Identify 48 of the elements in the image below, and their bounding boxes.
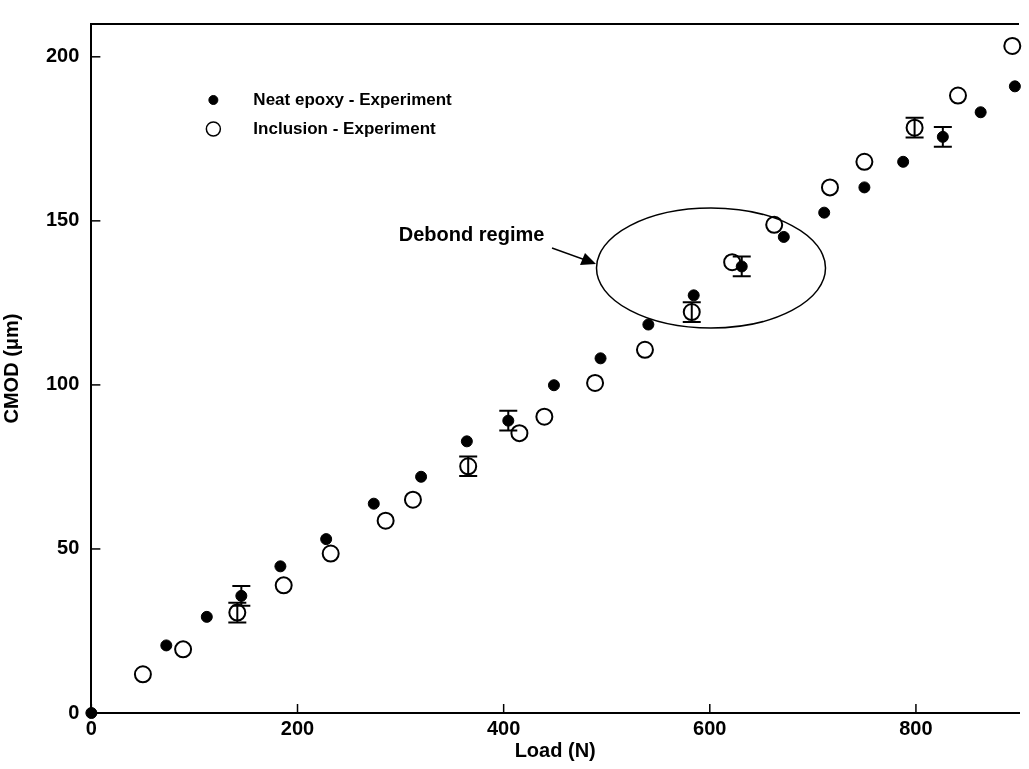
point bbox=[274, 576, 293, 595]
y-axis-title: CMOD (μm) bbox=[0, 313, 22, 424]
point bbox=[765, 215, 784, 234]
y-tick-label: 200 bbox=[45, 44, 80, 67]
point bbox=[897, 155, 910, 168]
point bbox=[403, 490, 422, 509]
x-tick-label: 200 bbox=[280, 716, 315, 739]
point bbox=[510, 424, 529, 443]
y-tick-label: 150 bbox=[45, 208, 80, 231]
y-tick-label: 0 bbox=[68, 700, 80, 723]
point bbox=[858, 181, 871, 194]
point bbox=[274, 560, 287, 573]
point bbox=[174, 640, 193, 659]
point bbox=[974, 106, 987, 119]
x-tick-label: 400 bbox=[486, 716, 521, 739]
y-tick-label: 50 bbox=[57, 536, 80, 559]
point bbox=[535, 407, 554, 426]
point bbox=[85, 707, 98, 719]
point bbox=[948, 86, 967, 105]
point bbox=[460, 435, 473, 448]
point bbox=[687, 289, 700, 302]
x-tick-label: 0 bbox=[85, 716, 97, 739]
point bbox=[594, 352, 607, 365]
point bbox=[820, 178, 839, 197]
y-tick-label: 100 bbox=[45, 372, 80, 395]
x-tick-label: 800 bbox=[899, 716, 933, 739]
annotation: Debond regime bbox=[398, 223, 545, 246]
point bbox=[1008, 80, 1021, 93]
point bbox=[321, 544, 340, 563]
x-axis-title: Load (N) bbox=[514, 738, 596, 761]
point bbox=[133, 665, 152, 684]
point bbox=[376, 511, 395, 530]
point bbox=[586, 373, 605, 392]
point bbox=[160, 639, 173, 652]
point bbox=[1003, 36, 1022, 55]
x-tick-label: 600 bbox=[693, 716, 727, 739]
point bbox=[547, 379, 560, 392]
point bbox=[777, 230, 790, 243]
point bbox=[320, 533, 333, 546]
point bbox=[367, 497, 380, 510]
point bbox=[200, 610, 213, 623]
point bbox=[818, 206, 831, 219]
legend-label: Inclusion - Experiment bbox=[253, 118, 437, 138]
point bbox=[855, 152, 874, 171]
point bbox=[635, 340, 654, 359]
point bbox=[415, 470, 428, 483]
point bbox=[642, 318, 655, 331]
legend-label: Neat epoxy - Experiment bbox=[253, 89, 453, 109]
